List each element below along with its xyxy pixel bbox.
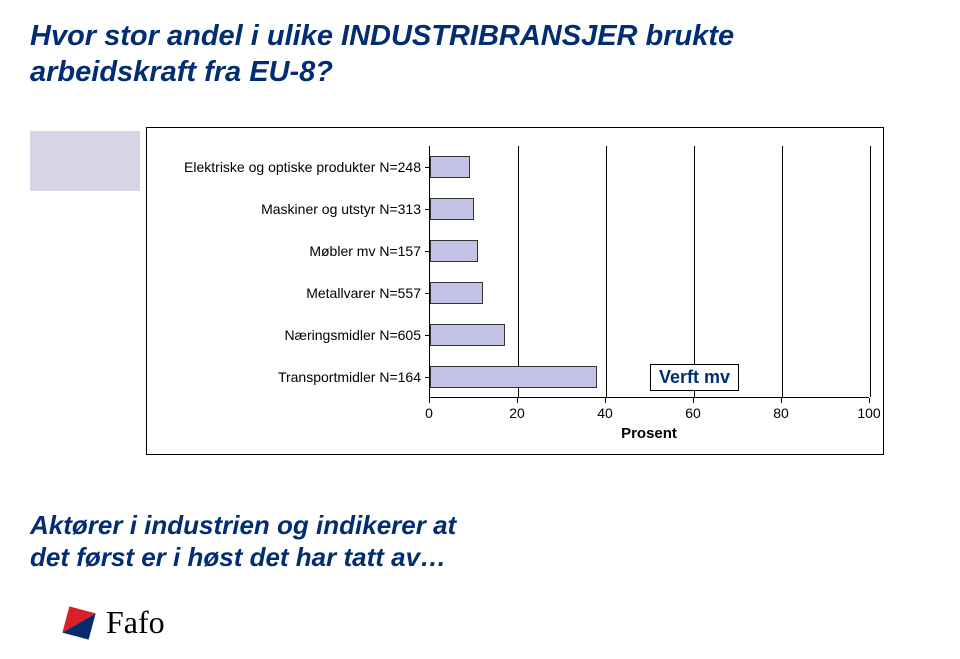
footer-line1: Aktører i industrien og indikerer at: [30, 510, 456, 540]
y-tick: [425, 167, 430, 168]
bar: [430, 324, 505, 346]
fafo-logo-text: Fafo: [106, 604, 165, 641]
bar: [430, 366, 597, 388]
bar: [430, 198, 474, 220]
bar: [430, 156, 470, 178]
bar: [430, 240, 478, 262]
bar-row: [430, 366, 597, 388]
bar-row: [430, 324, 505, 346]
category-label: Metallvarer N=557: [306, 272, 421, 314]
grid-line: [518, 146, 519, 397]
bar-row: [430, 240, 478, 262]
x-tick-label: 60: [685, 405, 701, 421]
x-tick: [869, 398, 870, 403]
title-line2: arbeidskraft fra EU-8?: [30, 56, 333, 88]
category-label: Næringsmidler N=605: [284, 314, 421, 356]
grid-line: [694, 146, 695, 397]
category-label: Maskiner og utstyr N=313: [261, 188, 421, 230]
x-tick-label: 80: [773, 405, 789, 421]
x-tick-label: 20: [509, 405, 525, 421]
x-tick-label: 100: [857, 405, 880, 421]
x-tick-labels: 020406080100: [429, 403, 869, 421]
y-tick: [425, 377, 430, 378]
grid-line: [782, 146, 783, 397]
category-label: Transportmidler N=164: [278, 356, 421, 398]
category-label: Møbler mv N=157: [309, 230, 421, 272]
fafo-logo: Fafo: [62, 604, 165, 641]
footer-line2: det først er i høst det har tatt av…: [30, 542, 446, 572]
bar-row: [430, 156, 470, 178]
grid-line: [870, 146, 871, 397]
x-tick-label: 0: [425, 405, 433, 421]
bars-column: Verft mv 020406080100 Prosent: [429, 146, 869, 442]
fafo-logo-icon: [62, 606, 96, 640]
decorative-block: [30, 131, 140, 191]
grid-line: [606, 146, 607, 397]
bar-row: [430, 198, 474, 220]
y-axis-labels: Elektriske og optiske produkter N=248Mas…: [161, 146, 421, 398]
title-line1: Hvor stor andel i ulike INDUSTRIBRANSJER…: [30, 20, 734, 52]
plot-area: Verft mv: [429, 146, 869, 398]
bar: [430, 282, 483, 304]
chart-frame: Elektriske og optiske produkter N=248Mas…: [146, 127, 884, 455]
page-title: Hvor stor andel i ulike INDUSTRIBRANSJER…: [30, 18, 930, 91]
x-tick-label: 40: [597, 405, 613, 421]
y-tick: [425, 251, 430, 252]
category-label: Elektriske og optiske produkter N=248: [184, 146, 421, 188]
chart-area: Elektriske og optiske produkter N=248Mas…: [30, 127, 930, 455]
footer-text: Aktører i industrien og indikerer at det…: [30, 509, 930, 574]
annotation-verft: Verft mv: [650, 364, 739, 391]
y-tick: [425, 209, 430, 210]
x-axis-title: Prosent: [429, 425, 869, 442]
y-tick: [425, 335, 430, 336]
bar-row: [430, 282, 483, 304]
y-tick: [425, 293, 430, 294]
